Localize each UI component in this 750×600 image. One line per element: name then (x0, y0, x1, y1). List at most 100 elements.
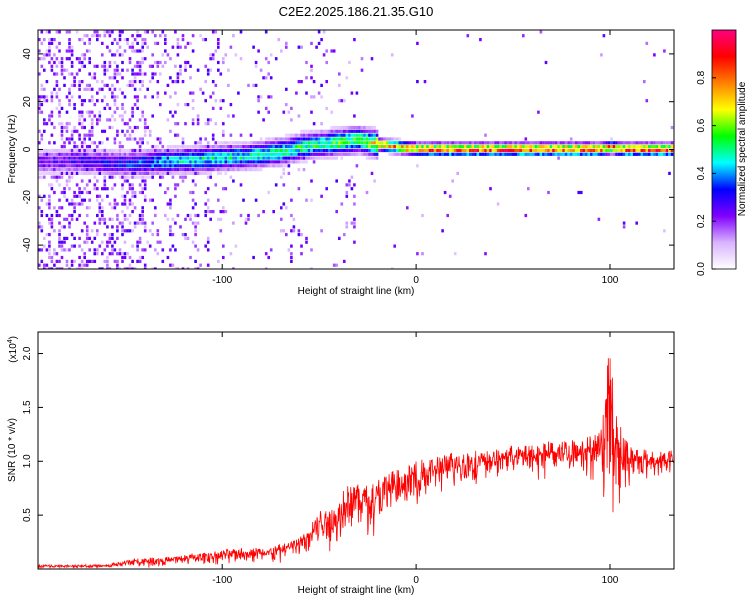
colorbar-label: Normalized spectral amplitude (737, 81, 748, 216)
spectrogram-cell (78, 171, 81, 175)
spectrogram-cell (484, 133, 487, 137)
spectrogram-cell (83, 118, 86, 122)
spectrogram-cell (151, 95, 154, 99)
spectrogram-cell (136, 221, 139, 225)
spectrogram-cell (282, 160, 286, 164)
spectrogram-cell (141, 60, 144, 65)
spectrogram-cell (572, 152, 575, 156)
spectrogram-cell (116, 259, 119, 263)
spectrogram-cell (290, 152, 293, 156)
spectrogram-cell (310, 133, 313, 137)
spectrogram-cell (290, 148, 293, 153)
spectrogram-cell (174, 171, 177, 175)
spectrogram-cell (416, 148, 419, 153)
spectrogram-cell (416, 152, 419, 156)
spectrogram-cell (141, 248, 144, 252)
colorbar-tick-label: 0.8 (696, 70, 707, 84)
spectrogram-cell (166, 217, 170, 221)
spectrogram-cell (45, 267, 49, 269)
spectrogram-cell (176, 145, 180, 149)
spectrogram-cell (55, 175, 59, 179)
spectrogram-cell (355, 152, 359, 156)
spectrogram-cell (317, 145, 321, 149)
spectrogram-cell (63, 240, 66, 244)
spectrogram-cell (302, 137, 306, 141)
spectrogram-cell (211, 53, 215, 57)
spectrogram-cell (635, 221, 638, 225)
spectrogram-cell (133, 190, 137, 195)
spectrogram-cell (143, 194, 147, 198)
spectrogram-cell (259, 137, 263, 141)
spectrogram-cell (113, 87, 117, 91)
spectrogram-cell (138, 141, 142, 145)
spectrogram-cell (259, 168, 263, 172)
spectrogram-cell (496, 141, 500, 145)
spectrogram-cell (264, 106, 268, 110)
spectrogram-cell (643, 152, 646, 156)
spectrogram-cell (118, 156, 122, 160)
spectrogram-cell (280, 141, 283, 145)
spectrogram-cell (242, 168, 245, 172)
spectrogram-cell (174, 221, 177, 225)
spectrogram-cell (88, 72, 91, 76)
spectrogram-cell (421, 145, 424, 149)
spectrogram-cell (58, 168, 61, 172)
spectrogram-cell (217, 41, 220, 45)
spectrogram-cell (370, 129, 374, 133)
spectrogram-cell (143, 95, 147, 99)
spectrogram-cell (43, 244, 46, 248)
spectrogram-cell (184, 145, 187, 149)
spectrogram-cell (68, 72, 71, 76)
spectrogram-cell (174, 168, 177, 172)
spectrogram-cell (529, 152, 533, 156)
y-tick-label: 0 (22, 146, 33, 152)
spectrogram-cell (116, 213, 119, 218)
spectrogram-cell (267, 148, 270, 153)
spectrogram-cell (217, 164, 220, 168)
spectrogram-cell (365, 148, 369, 153)
spectrogram-cell (569, 137, 573, 141)
spectrogram-cell (63, 76, 66, 80)
spectrogram-cell (131, 41, 134, 45)
spectrogram-cell (138, 168, 142, 172)
spectrogram-cell (406, 206, 409, 210)
spectrogram-cell (524, 213, 528, 218)
spectrogram-cell (65, 68, 69, 72)
spectrogram-cell (103, 34, 107, 38)
spectrogram-cell (53, 248, 56, 252)
spectrogram-cell (186, 236, 190, 240)
spectrogram-cell (403, 145, 407, 149)
spectrogram-cell (665, 141, 669, 145)
spectrogram-cell (317, 137, 321, 141)
spectrogram-cell (60, 190, 64, 195)
spectrogram-cell (360, 57, 364, 61)
spectrogram-cell (406, 148, 409, 153)
spectrogram-cell (159, 156, 162, 160)
spectrogram-cell (320, 83, 323, 87)
spectrogram-cell (169, 160, 172, 164)
spectrogram-cell (103, 187, 107, 191)
spectrogram-cell (348, 60, 351, 65)
spectrogram-cell (307, 141, 311, 145)
spectrogram-cell (58, 49, 61, 53)
spectrogram-cell (224, 141, 228, 145)
spectrogram-cell (191, 190, 195, 195)
spectrogram-cell (544, 145, 548, 149)
spectrogram-cell (408, 152, 412, 156)
spectrogram-cell (169, 229, 172, 233)
spectrogram-cell (90, 87, 94, 91)
spectrogram-cell (267, 110, 270, 114)
spectrogram-cell (116, 236, 119, 240)
spectrogram-cell (65, 171, 69, 175)
spectrogram-cell (194, 244, 197, 248)
spectrogram-cell (211, 148, 215, 153)
spectrogram-cell (123, 122, 127, 126)
spectrogram-cell (85, 183, 89, 187)
spectrogram-cell (229, 168, 233, 172)
spectrogram-cell (123, 49, 127, 53)
spectrogram-cell (166, 145, 170, 149)
spectrogram-cell (670, 125, 674, 130)
spectrogram-cell (45, 49, 49, 53)
spectrogram-cell (582, 148, 586, 153)
spectrogram-cell (148, 164, 152, 168)
